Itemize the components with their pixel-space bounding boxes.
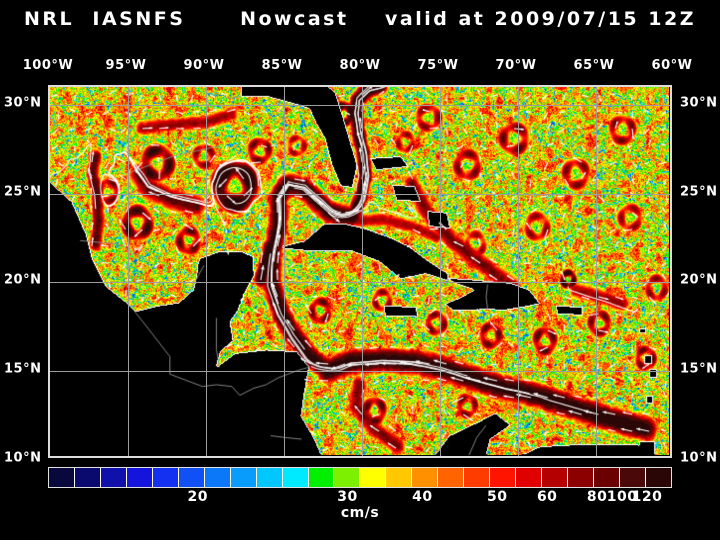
colorbar-segment bbox=[568, 468, 595, 487]
colorbar[interactable] bbox=[48, 467, 672, 488]
surface-current-heatmap bbox=[50, 87, 669, 455]
colorbar-segment bbox=[152, 468, 179, 487]
colorbar-segment bbox=[74, 468, 101, 487]
lon-tick-label: 90°W bbox=[183, 58, 225, 73]
lat-tick-label: 20°N bbox=[4, 272, 42, 288]
lon-tick-label: 95°W bbox=[105, 58, 147, 73]
lon-tick-label: 65°W bbox=[573, 58, 615, 73]
colorbar-segment bbox=[386, 468, 413, 487]
colorbar-segment bbox=[204, 468, 231, 487]
colorbar-segment bbox=[516, 468, 543, 487]
colorbar-segment bbox=[438, 468, 465, 487]
lat-tick-label: 30°N bbox=[680, 95, 718, 111]
lat-tick-label: 10°N bbox=[4, 450, 42, 466]
colorbar-segment bbox=[230, 468, 257, 487]
lon-tick-label: 85°W bbox=[261, 58, 303, 73]
lat-tick-label: 15°N bbox=[680, 361, 718, 377]
colorbar-segment bbox=[619, 468, 646, 487]
colorbar-tick-label: 120 bbox=[631, 489, 663, 505]
colorbar-tick-label: 80 bbox=[586, 489, 608, 505]
lat-tick-label: 15°N bbox=[4, 361, 42, 377]
colorbar-segment bbox=[308, 468, 335, 487]
colorbar-tick-label: 40 bbox=[412, 489, 433, 505]
colorbar-segment bbox=[645, 468, 671, 487]
lat-tick-label: 10°N bbox=[680, 450, 718, 466]
colorbar-segment bbox=[542, 468, 569, 487]
colorbar-segment bbox=[412, 468, 439, 487]
lon-tick-label: 75°W bbox=[417, 58, 459, 73]
colorbar-segment bbox=[490, 468, 517, 487]
colorbar-tick-label: 100 bbox=[606, 489, 638, 505]
lon-tick-label: 80°W bbox=[339, 58, 381, 73]
colorbar-segment bbox=[464, 468, 491, 487]
colorbar-tick-label: 60 bbox=[536, 489, 558, 505]
lon-tick-label: 60°W bbox=[651, 58, 693, 73]
colorbar-tick-label: 20 bbox=[187, 489, 208, 505]
colorbar-segment bbox=[178, 468, 205, 487]
colorbar-unit-label: cm/s bbox=[340, 505, 380, 521]
colorbar-segment bbox=[126, 468, 153, 487]
map-plot-area[interactable]: Surface Current 50 cm/s bbox=[48, 85, 672, 458]
colorbar-segment bbox=[360, 468, 387, 487]
lat-tick-label: 30°N bbox=[4, 95, 42, 111]
colorbar-segment bbox=[594, 468, 620, 487]
lat-tick-label: 25°N bbox=[4, 184, 42, 200]
figure-title: NRL IASNFS Nowcast valid at 2009/07/15 1… bbox=[24, 8, 696, 30]
current-speed-field bbox=[50, 87, 670, 456]
colorbar-tick-label: 50 bbox=[487, 489, 508, 505]
lat-tick-label: 25°N bbox=[680, 184, 718, 200]
colorbar-segment bbox=[334, 468, 361, 487]
lon-tick-label: 100°W bbox=[22, 58, 74, 73]
colorbar-segment bbox=[49, 468, 75, 487]
colorbar-segment bbox=[256, 468, 283, 487]
lat-tick-label: 20°N bbox=[680, 272, 718, 288]
colorbar-segment bbox=[282, 468, 309, 487]
colorbar-segment bbox=[100, 468, 127, 487]
colorbar-tick-label: 30 bbox=[337, 489, 358, 505]
lon-tick-label: 70°W bbox=[495, 58, 537, 73]
